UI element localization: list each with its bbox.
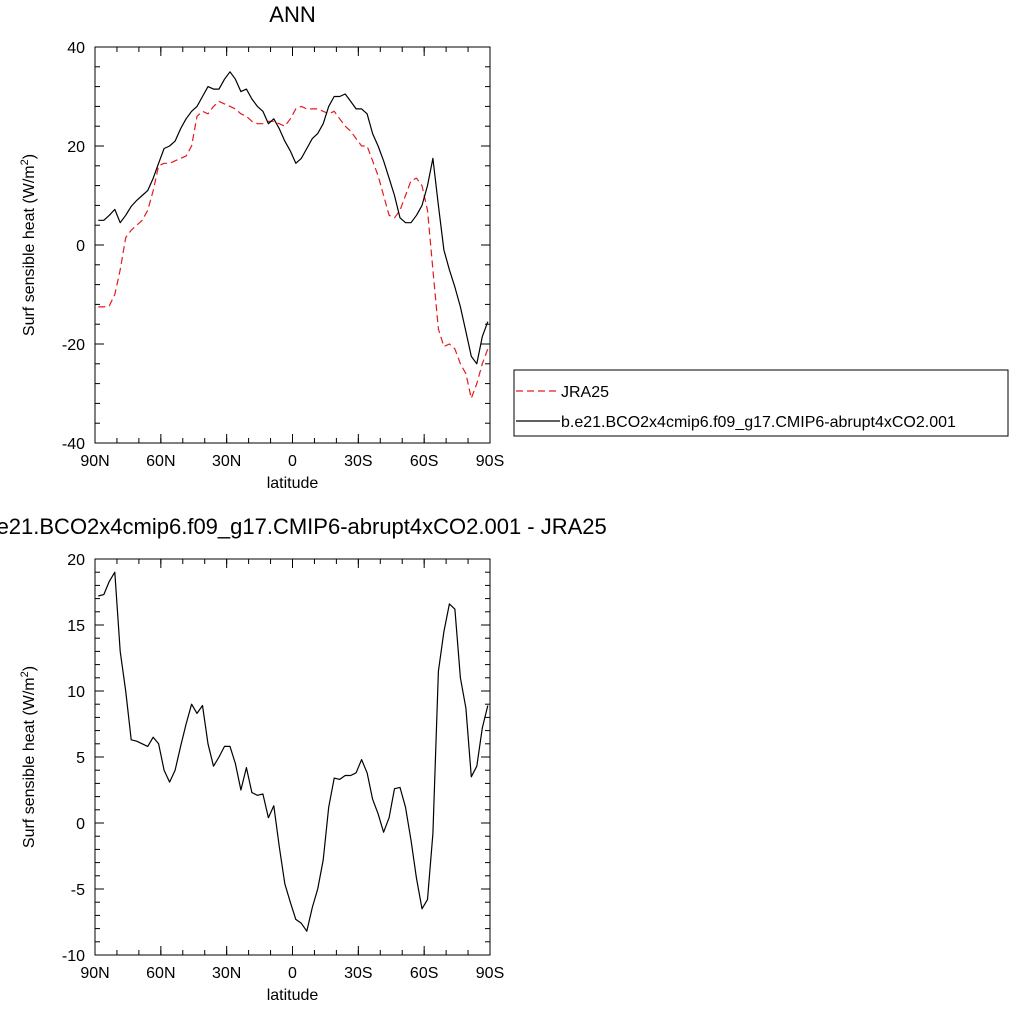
y-axis-label: Surf sensible heat (W/m2) [19,154,38,336]
x-tick-label: 30S [344,965,372,982]
x-tick-label: 60S [410,965,438,982]
y-tick-label: 0 [76,816,85,833]
x-axis-label: latitude [267,475,319,492]
y-tick-label: 5 [76,750,85,767]
y-tick-label: 10 [67,684,85,701]
x-tick-label: 60N [146,453,175,470]
x-tick-label: 60S [410,453,438,470]
x-tick-label: 30N [212,965,241,982]
legend: JRA25 b.e21.BCO2x4cmip6.f09_g17.CMIP6-abr… [513,369,1009,437]
y-tick-label: 20 [67,552,85,569]
x-tick-label: 90S [476,965,504,982]
plot-frame [94,558,491,956]
legend-label-1: b.e21.BCO2x4cmip6.f09_g17.CMIP6-abrupt4x… [561,414,956,431]
x-axis-label: latitude [267,987,319,1004]
y-axis-label: Surf sensible heat (W/m2) [19,666,38,848]
tick-marks [94,46,491,444]
x-tick-label: 60N [146,965,175,982]
y-tick-label: 0 [76,238,85,255]
x-tick-label: 30N [212,453,241,470]
y-tick-label: -10 [62,948,85,965]
x-tick-label: 0 [288,453,297,470]
chart-title: ANN [269,2,315,27]
x-tick-label: 30S [344,453,372,470]
x-tick-label: 90N [80,965,109,982]
bottom-chart: b.e21.BCO2x4cmip6.f09_g17.CMIP6-abrupt4x… [0,514,607,1004]
series-line-0 [98,571,489,932]
y-tick-label: 40 [67,40,85,57]
series-line-1 [98,71,489,365]
y-tick-label: 15 [67,618,85,635]
y-tick-label: -40 [62,436,85,453]
y-tick-label: -20 [62,337,85,354]
chart-title: b.e21.BCO2x4cmip6.f09_g17.CMIP6-abrupt4x… [0,514,607,539]
x-tick-label: 90S [476,453,504,470]
tick-marks [94,558,491,956]
y-tick-label: 20 [67,139,85,156]
y-tick-label: -5 [71,882,85,899]
legend-label-0: JRA25 [561,384,609,401]
series-line-0 [98,100,489,399]
x-tick-label: 0 [288,965,297,982]
legend-box [513,369,1009,437]
x-tick-label: 90N [80,453,109,470]
top-chart: ANN -40 -20 0 20 40 90N 60N 30N 0 30S 60S 90S latitud… [19,2,504,492]
